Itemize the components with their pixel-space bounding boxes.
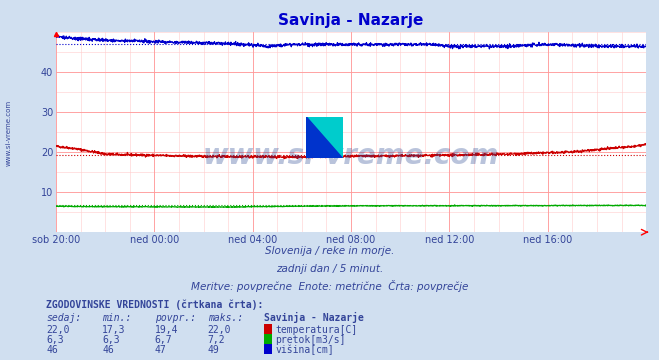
Text: Savinja - Nazarje: Savinja - Nazarje (264, 312, 364, 323)
Text: min.:: min.: (102, 313, 132, 323)
Text: 7,2: 7,2 (208, 335, 225, 345)
Text: 6,3: 6,3 (102, 335, 120, 345)
Text: 46: 46 (102, 345, 114, 355)
Text: 19,4: 19,4 (155, 325, 179, 335)
Text: zadnji dan / 5 minut.: zadnji dan / 5 minut. (276, 264, 383, 274)
Text: www.si-vreme.com: www.si-vreme.com (5, 100, 11, 166)
Text: temperatura[C]: temperatura[C] (275, 325, 358, 335)
Text: 17,3: 17,3 (102, 325, 126, 335)
Text: Meritve: povprečne  Enote: metrične  Črta: povprečje: Meritve: povprečne Enote: metrične Črta:… (191, 280, 468, 292)
Polygon shape (306, 117, 343, 158)
Text: ZGODOVINSKE VREDNOSTI (črtkana črta):: ZGODOVINSKE VREDNOSTI (črtkana črta): (46, 299, 264, 310)
Text: povpr.:: povpr.: (155, 313, 196, 323)
Text: maks.:: maks.: (208, 313, 243, 323)
Text: 22,0: 22,0 (46, 325, 70, 335)
Text: pretok[m3/s]: pretok[m3/s] (275, 335, 346, 345)
Polygon shape (306, 117, 343, 158)
Text: Slovenija / reke in morje.: Slovenija / reke in morje. (265, 246, 394, 256)
Text: www.si-vreme.com: www.si-vreme.com (203, 142, 499, 170)
Text: sedaj:: sedaj: (46, 313, 81, 323)
Text: 6,3: 6,3 (46, 335, 64, 345)
Text: višina[cm]: višina[cm] (275, 345, 334, 355)
Title: Savinja - Nazarje: Savinja - Nazarje (278, 13, 424, 28)
Text: 6,7: 6,7 (155, 335, 173, 345)
Text: 22,0: 22,0 (208, 325, 231, 335)
Text: 49: 49 (208, 345, 219, 355)
Text: 47: 47 (155, 345, 167, 355)
Text: 46: 46 (46, 345, 58, 355)
